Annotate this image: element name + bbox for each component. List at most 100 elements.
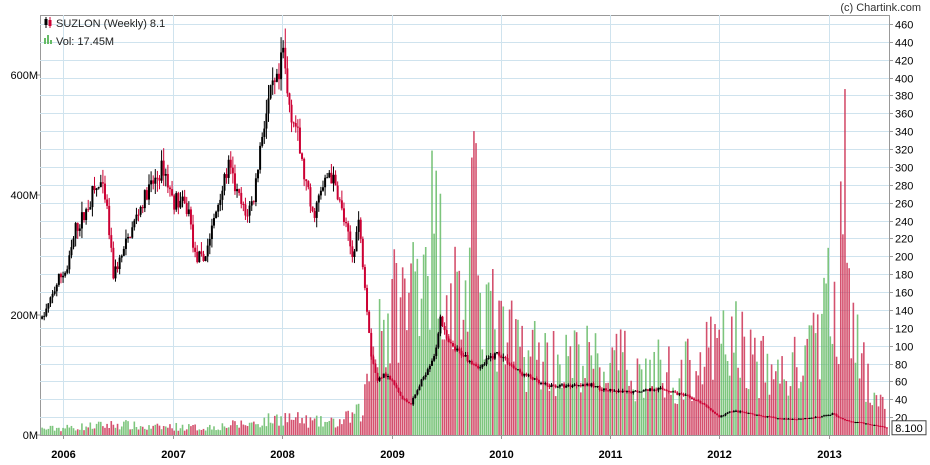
candle-body xyxy=(208,239,211,246)
volume-bar xyxy=(552,331,555,435)
candle-body xyxy=(152,180,155,184)
candle-body xyxy=(286,68,289,94)
candle-body xyxy=(319,190,322,196)
volume-bar xyxy=(781,356,783,435)
volume-bar xyxy=(437,318,440,435)
volume-bar xyxy=(169,424,171,435)
candle-body xyxy=(726,412,729,414)
volume-bar xyxy=(793,336,796,435)
candle-body xyxy=(493,353,496,359)
volume-bar xyxy=(527,350,530,435)
candle-body xyxy=(483,364,486,366)
candle-body xyxy=(743,412,746,414)
candle-body xyxy=(366,287,369,312)
volume-bar xyxy=(253,421,255,435)
volume-bar xyxy=(661,383,664,435)
candle-body xyxy=(843,419,846,421)
x-axis: 2006 2007 2008 2009 2010 2011 2012 2013 xyxy=(51,435,842,461)
volume-bar xyxy=(393,249,396,435)
volume-bar xyxy=(686,338,689,435)
legend-volume-label: Vol: 17.45M xyxy=(56,36,114,48)
volume-bar-icon xyxy=(44,35,52,44)
candle-body xyxy=(83,212,86,221)
volume-bar xyxy=(720,343,723,435)
volume-bar xyxy=(225,427,228,435)
volume-bar xyxy=(351,412,354,435)
volume-bar xyxy=(301,417,303,435)
volume-bar xyxy=(286,422,289,435)
volume-bar xyxy=(676,403,679,435)
candle-body xyxy=(869,424,872,426)
volume-bar xyxy=(632,389,635,435)
candle-body xyxy=(546,383,549,386)
candle-body xyxy=(586,383,589,386)
volume-bar xyxy=(435,170,437,435)
candle-body xyxy=(141,206,144,209)
volume-bar xyxy=(844,89,846,435)
candle-body xyxy=(678,393,681,395)
volume-bar xyxy=(141,426,144,435)
candle-body xyxy=(118,257,121,270)
candle-body xyxy=(833,413,836,415)
candle-body xyxy=(447,338,450,343)
candle-body xyxy=(236,189,239,192)
candle-body xyxy=(129,236,132,238)
volume-bar xyxy=(456,271,458,435)
candle-body xyxy=(114,266,117,279)
candle-body xyxy=(428,365,431,370)
candle-body xyxy=(760,415,763,417)
candle-body xyxy=(252,201,255,203)
volume-bar xyxy=(634,401,637,435)
candle-body xyxy=(296,126,299,128)
volume-bar xyxy=(171,428,173,435)
volume-bar xyxy=(852,302,855,435)
candle-body xyxy=(370,332,373,357)
volume-bar xyxy=(196,430,199,435)
candle-body xyxy=(324,177,327,188)
candle-body xyxy=(189,209,192,225)
volume-bar xyxy=(479,292,482,435)
candle-body xyxy=(261,136,264,146)
candle-body xyxy=(625,390,628,392)
candle-body xyxy=(766,416,769,418)
volume-bar xyxy=(846,262,848,435)
candle-body xyxy=(718,415,721,418)
candle-body xyxy=(646,389,649,391)
candle-body xyxy=(846,420,849,422)
volume-bar xyxy=(55,427,58,435)
volume-bar xyxy=(154,424,157,435)
candle-body xyxy=(418,386,421,391)
volume-bar xyxy=(60,431,62,435)
volume-bar xyxy=(318,426,320,435)
candle-body xyxy=(680,393,683,395)
volume-bar xyxy=(412,242,414,435)
volume-bar xyxy=(443,339,446,435)
candle-body xyxy=(53,291,56,294)
candle-body xyxy=(573,384,576,386)
volume-bar xyxy=(307,427,310,435)
candle-body xyxy=(101,182,104,184)
volume-bar xyxy=(869,402,871,435)
candle-body xyxy=(655,389,658,391)
candle-body xyxy=(322,187,324,191)
candle-body xyxy=(282,47,285,53)
candle-body xyxy=(47,303,50,309)
volume-bar xyxy=(628,385,630,435)
candle-body xyxy=(206,245,209,257)
volume-bar xyxy=(754,337,756,435)
volume-bar xyxy=(842,234,844,435)
volume-bar xyxy=(183,430,186,435)
candle-body xyxy=(168,187,171,190)
candle-body xyxy=(825,415,828,417)
volume-bar xyxy=(74,430,77,435)
candle-body xyxy=(762,416,765,418)
candle-body xyxy=(284,47,287,69)
price-tick-label: 120 xyxy=(895,324,913,336)
volume-bar xyxy=(148,425,150,435)
candle-body xyxy=(500,355,503,358)
candle-body xyxy=(653,389,656,391)
candle-body xyxy=(839,417,842,419)
x-tick-label: 2008 xyxy=(270,449,294,461)
candle-body xyxy=(634,390,637,392)
volume-bar xyxy=(502,306,505,435)
